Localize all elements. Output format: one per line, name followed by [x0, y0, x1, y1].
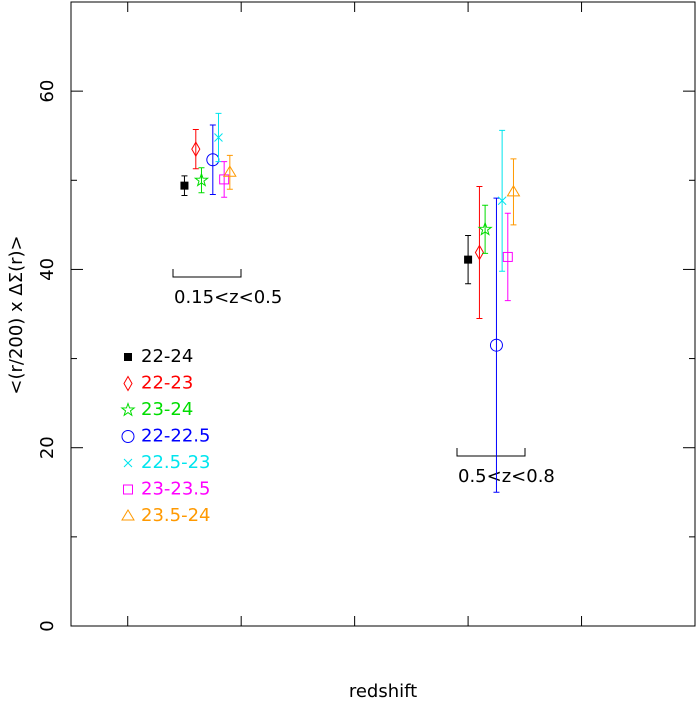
- legend-label: 23-23.5: [141, 479, 210, 500]
- legend-marker: [121, 430, 135, 443]
- legend-marker: [123, 375, 133, 392]
- legend-marker: [123, 484, 133, 495]
- y-tick-label: 60: [37, 80, 58, 103]
- legend-marker: [124, 353, 132, 361]
- bracket: [456, 448, 526, 457]
- marker: [191, 141, 201, 158]
- y-tick-label: 40: [37, 258, 58, 281]
- legend-label: 22.5-23: [141, 452, 210, 473]
- error-bar: [476, 186, 483, 319]
- error-bar: [226, 154, 233, 190]
- error-bar: [482, 204, 489, 254]
- error-bar: [198, 167, 205, 194]
- legend-marker: [121, 509, 135, 521]
- legend-marker: [120, 401, 136, 417]
- y-axis-label: <(r/200) x ΔΣ(r)>: [6, 235, 27, 394]
- y-tick-label: 20: [37, 436, 58, 459]
- marker: [506, 184, 521, 197]
- legend-label: 22-23: [141, 373, 193, 394]
- marker: [477, 221, 493, 236]
- legend-label: 23-24: [141, 399, 193, 420]
- marker: [193, 172, 210, 187]
- x-axis-label: redshift: [349, 681, 417, 702]
- legend-label: 22-22.5: [141, 426, 210, 447]
- legend-marker: [123, 458, 133, 468]
- marker: [489, 338, 503, 352]
- annotation: 0.5<z<0.8: [458, 466, 555, 487]
- error-bar: [209, 124, 216, 196]
- marker: [222, 165, 237, 177]
- legend-label: 22-24: [141, 346, 193, 367]
- marker: [502, 251, 513, 262]
- annotation: 0.15<z<0.5: [174, 287, 282, 308]
- error-bar: [192, 128, 199, 170]
- error-bar: [493, 197, 500, 493]
- plot-frame: [70, 1, 696, 627]
- marker: [180, 181, 189, 190]
- error-bar: [510, 158, 517, 226]
- error-bar: [221, 161, 228, 198]
- marker: [214, 133, 223, 142]
- error-bar: [504, 212, 511, 302]
- marker: [474, 244, 485, 261]
- marker: [464, 255, 473, 264]
- marker: [497, 196, 507, 206]
- y-tick-label: 0: [37, 620, 58, 631]
- legend-label: 23.5-24: [141, 505, 210, 526]
- bracket: [172, 269, 242, 278]
